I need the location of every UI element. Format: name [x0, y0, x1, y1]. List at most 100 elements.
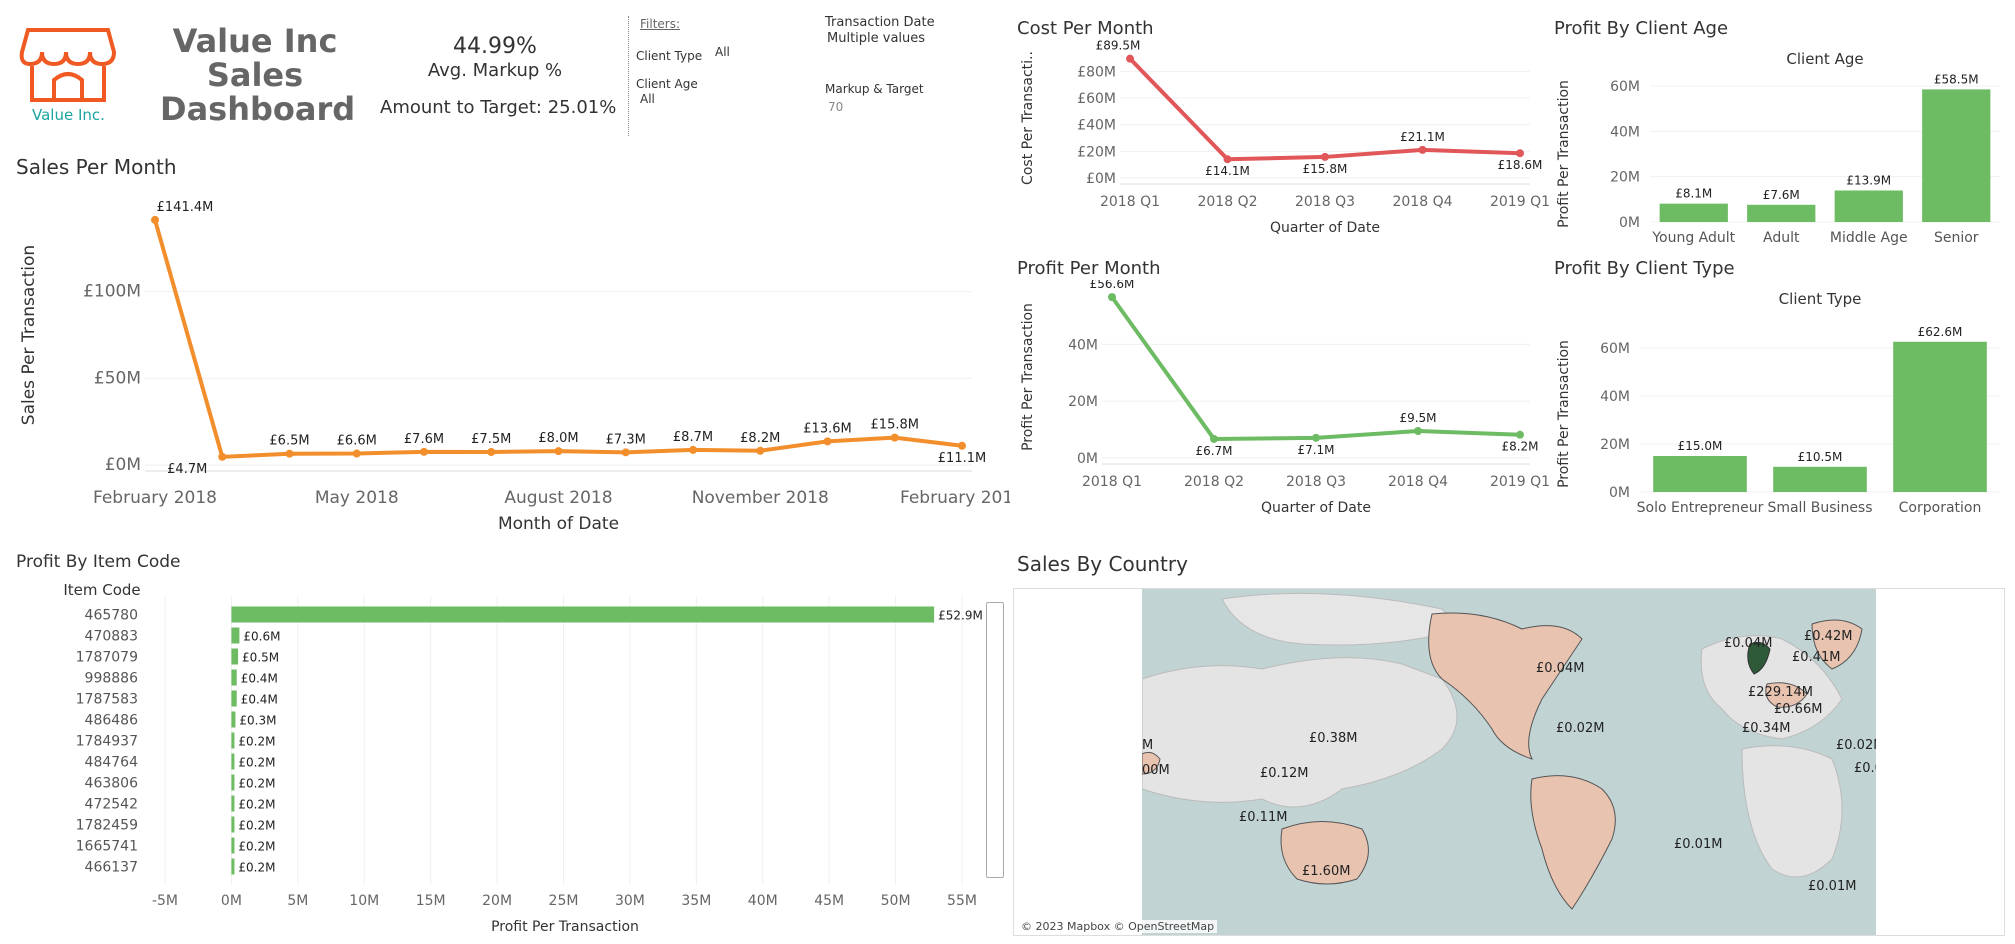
bar — [231, 795, 235, 812]
amount-to-target: Amount to Target: 25.01% — [380, 97, 617, 118]
x-tick-label: February 2019 — [900, 488, 1010, 508]
filters-divider — [628, 16, 629, 136]
data-label: £0.4M — [241, 693, 278, 707]
data-label: £8.2M — [740, 431, 780, 446]
data-label: £8.0M — [538, 431, 578, 446]
chart-header: Client Age — [1786, 50, 1863, 68]
data-label: £0.2M — [238, 861, 275, 875]
title-line-2: Sales — [206, 56, 304, 94]
data-label: £13.9M — [1846, 173, 1891, 187]
store-icon — [19, 28, 117, 102]
map-label-se-asia[interactable]: £0.12M — [1260, 766, 1309, 781]
map-label-east-med[interactable]: £0.02M — [1836, 738, 1876, 753]
y-tick-label: 998886 — [85, 671, 139, 687]
y-axis-title: Profit Per Transaction — [1556, 340, 1572, 488]
item-code-chart-title: Profit By Item Code — [16, 552, 181, 572]
store-logo — [18, 22, 118, 112]
map-label-usa-north[interactable]: £0.04M — [1536, 661, 1585, 676]
x-tick-label: Senior — [1934, 230, 1979, 246]
profit-line-chart: 0M 20M 40M £56.6M £6.7M £7.1M £9.5M £8.2M 2018 Q… — [1020, 280, 1550, 516]
y-tick-label: 472542 — [85, 797, 138, 813]
map-label-middle-east[interactable]: £0.0 — [1854, 761, 1876, 776]
map-label-scandinavia[interactable]: £0.42M — [1804, 629, 1853, 644]
map-label-central-europe[interactable]: £0.66M — [1774, 702, 1823, 717]
client-type-filter[interactable]: All — [715, 45, 730, 59]
map-label-japan[interactable]: £0.38M — [1309, 731, 1358, 746]
data-point — [1312, 433, 1320, 442]
x-tick-label: 50M — [881, 893, 911, 909]
y-tick-label: £80M — [1077, 64, 1116, 80]
sales-map[interactable]: £0.04M £0.02M £0.38M £0.12M £0.11M £1.60… — [1013, 588, 2005, 936]
bar — [231, 837, 235, 854]
y-tick-label: 484764 — [85, 755, 139, 771]
x-axis-title: Profit Per Transaction — [491, 919, 639, 935]
item-code-bar-chart: Item Code -5M 0M 5M 10M 15M 20M 25M 30M 35M 40M 45M… — [63, 581, 982, 935]
data-label: £6.7M — [1195, 444, 1232, 458]
x-tick-label: 2018 Q4 — [1392, 194, 1452, 210]
data-label: £89.5M — [1096, 40, 1141, 53]
series-line — [1110, 295, 1521, 441]
y-tick-label: 20M — [1600, 437, 1630, 453]
y-tick-label: 40M — [1068, 337, 1098, 353]
y-axis-title: Sales Per Transaction — [19, 245, 39, 425]
bar — [1893, 341, 1987, 492]
bar — [231, 606, 935, 623]
y-tick-label: 1782459 — [76, 818, 138, 834]
map-label-south-africa[interactable]: £0.01M — [1808, 879, 1857, 894]
data-label: £21.1M — [1400, 130, 1445, 144]
map-ocean[interactable]: £0.04M £0.02M £0.38M £0.12M £0.11M £1.60… — [1142, 589, 1876, 935]
bar — [231, 732, 235, 749]
transaction-date-filter[interactable]: Multiple values — [827, 31, 926, 46]
item-code-scrollbar[interactable] — [986, 602, 1004, 878]
y-tick-label: 0M — [1609, 485, 1630, 501]
bar — [1773, 466, 1867, 492]
data-label: £0.2M — [238, 777, 275, 791]
x-axis-title: Quarter of Date — [1261, 500, 1371, 516]
y-axis-title: Cost Per Transacti.. — [1020, 51, 1036, 185]
x-tick-label: 2018 Q1 — [1100, 194, 1160, 210]
client-age-label: Client Age — [636, 77, 698, 91]
data-point — [218, 452, 227, 461]
bar — [231, 690, 237, 707]
map-label-iceland[interactable]: £0.04M — [1724, 636, 1773, 651]
data-label: £9.5M — [1399, 411, 1436, 425]
x-tick-label: 25M — [549, 893, 579, 909]
client-age-bar-chart: Client Age 0M 20M 40M 60M £8.1M Young Adult £7.… — [1556, 50, 2000, 246]
data-label: £0.6M — [243, 630, 280, 644]
x-tick-label: 2018 Q3 — [1286, 474, 1346, 490]
map-title: Sales By Country — [1017, 552, 1188, 576]
map-label-indonesia[interactable]: £0.11M — [1239, 810, 1288, 825]
y-tick-label: 0M — [1077, 451, 1098, 467]
y-tick-label: £60M — [1077, 91, 1116, 107]
x-tick-label: 2019 Q1 — [1490, 474, 1550, 490]
client-age-filter[interactable]: All — [640, 92, 655, 106]
y-tick-label: 40M — [1610, 124, 1640, 140]
map-label-uk[interactable]: £229.14M — [1748, 685, 1813, 700]
x-tick-label: 15M — [416, 893, 446, 909]
bar — [1653, 456, 1747, 492]
map-label-north-europe[interactable]: £0.41M — [1792, 650, 1841, 665]
world-map-shapes — [1142, 592, 1863, 910]
data-label: £7.1M — [1297, 443, 1334, 457]
map-label-australia[interactable]: £1.60M — [1302, 864, 1351, 879]
client-type-bar-chart: Client Type 0M 20M 40M 60M £15.0M Solo Entrepr… — [1556, 290, 2000, 516]
map-label-brazil[interactable]: £0.01M — [1674, 837, 1723, 852]
data-point — [689, 445, 697, 454]
map-label-spain[interactable]: £0.34M — [1742, 721, 1791, 736]
data-label: £7.3M — [606, 432, 646, 447]
profit-month-chart-title: Profit Per Month — [1017, 258, 1161, 279]
y-tick-label: £20M — [1077, 144, 1116, 160]
x-tick-label: Small Business — [1767, 500, 1872, 516]
chart-header: Item Code — [63, 581, 140, 599]
map-label-west-edge[interactable]: M — [1142, 738, 1154, 753]
bar — [231, 816, 235, 833]
data-label: £7.6M — [1763, 188, 1800, 202]
bar — [231, 711, 236, 728]
map-label-usa[interactable]: £0.02M — [1556, 721, 1605, 736]
map-label-west-edge-2[interactable]: 00M — [1142, 763, 1170, 778]
x-tick-label: Adult — [1763, 230, 1800, 246]
data-point — [1418, 145, 1427, 154]
markup-target-input[interactable]: 70 — [828, 100, 844, 114]
data-point — [352, 449, 361, 458]
sales-chart-title: Sales Per Month — [16, 155, 177, 179]
